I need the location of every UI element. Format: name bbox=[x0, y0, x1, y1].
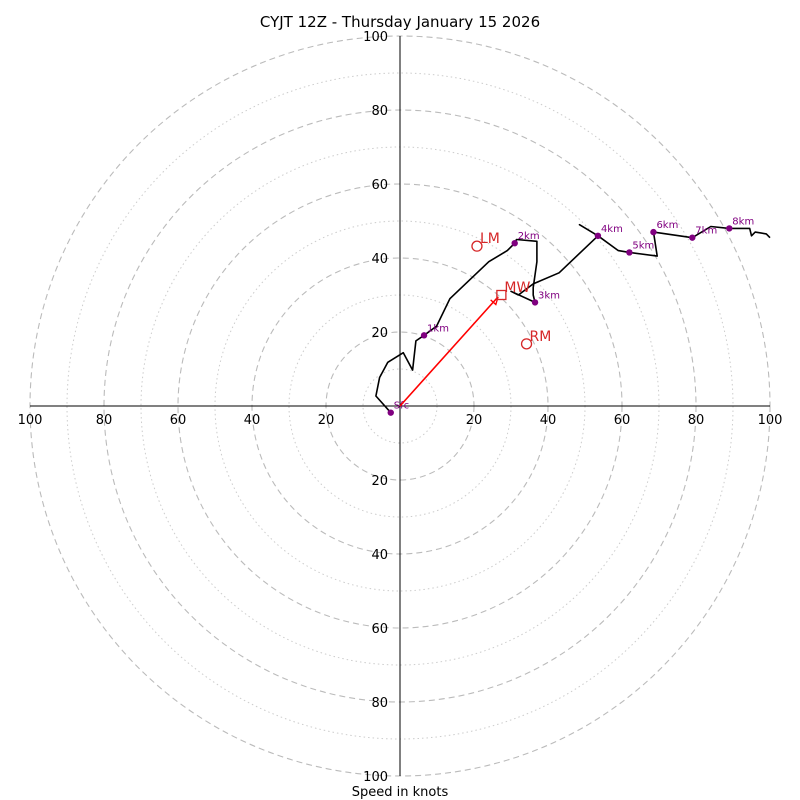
height-marker-label: Sfc bbox=[394, 401, 409, 412]
height-marker-point bbox=[650, 228, 657, 236]
right-mover-marker bbox=[520, 338, 533, 350]
y-tick-label: 20 bbox=[371, 326, 388, 341]
tick-labels: 100 80 60 40 20 20 40 60 80 100 20 40 60 80 100 20 40 60 8… bbox=[18, 30, 783, 785]
height-marker-label: 2km bbox=[518, 231, 540, 242]
right-mover-label: RM bbox=[530, 329, 552, 345]
hodograph-trace bbox=[375, 223, 771, 414]
mean-wind-arrow bbox=[399, 296, 499, 407]
x-tick-label: 100 bbox=[758, 413, 783, 428]
x-tick-label: 20 bbox=[466, 413, 483, 428]
y-tick-label: 60 bbox=[371, 178, 388, 193]
x-tick-label: 40 bbox=[244, 413, 261, 428]
y-tick-label: 40 bbox=[371, 252, 388, 267]
mean-wind-marker bbox=[496, 289, 507, 301]
x-axis-label: Speed in knots bbox=[352, 785, 449, 800]
wind-profile bbox=[375, 223, 771, 414]
height-marker-point bbox=[594, 232, 602, 239]
left-mover-marker bbox=[471, 240, 483, 252]
mean-wind-label: MW bbox=[504, 280, 530, 296]
height-marker-point bbox=[420, 332, 428, 339]
chart-title: CYJT 12Z - Thursday January 15 2026 bbox=[260, 13, 540, 31]
height-marker-label: 6km bbox=[656, 220, 678, 231]
y-tick-label: 100 bbox=[363, 30, 388, 45]
x-tick-label: 20 bbox=[318, 413, 335, 428]
y-tick-label: 100 bbox=[363, 770, 388, 785]
x-tick-label: 80 bbox=[688, 413, 705, 428]
height-marker-point bbox=[387, 409, 394, 416]
left-mover-label: LM bbox=[480, 231, 500, 247]
y-tick-label: 80 bbox=[371, 696, 388, 711]
height-marker-point bbox=[689, 234, 696, 241]
x-tick-label: 60 bbox=[170, 413, 187, 428]
y-tick-label: 80 bbox=[371, 104, 388, 119]
height-marker-label: 4km bbox=[601, 224, 623, 235]
height-marker-label: 8km bbox=[732, 216, 754, 227]
height-marker-point bbox=[531, 299, 539, 306]
height-marker-point bbox=[726, 225, 733, 232]
height-marker-point bbox=[626, 249, 633, 256]
x-tick-label: 60 bbox=[614, 413, 631, 428]
x-tick-label: 80 bbox=[96, 413, 113, 428]
height-marker-label: 5km bbox=[632, 240, 654, 251]
x-tick-label: 100 bbox=[18, 413, 43, 428]
height-marker-label: 3km bbox=[538, 290, 560, 301]
y-tick-label: 60 bbox=[371, 622, 388, 637]
height-marker-point bbox=[511, 240, 518, 247]
y-tick-label: 40 bbox=[371, 548, 388, 563]
storm-motion: LM RM MW bbox=[399, 231, 552, 407]
y-tick-label: 20 bbox=[371, 474, 388, 489]
height-marker-label: 7km bbox=[695, 226, 717, 237]
height-marker-label: 1km bbox=[427, 323, 449, 334]
x-tick-label: 40 bbox=[540, 413, 557, 428]
